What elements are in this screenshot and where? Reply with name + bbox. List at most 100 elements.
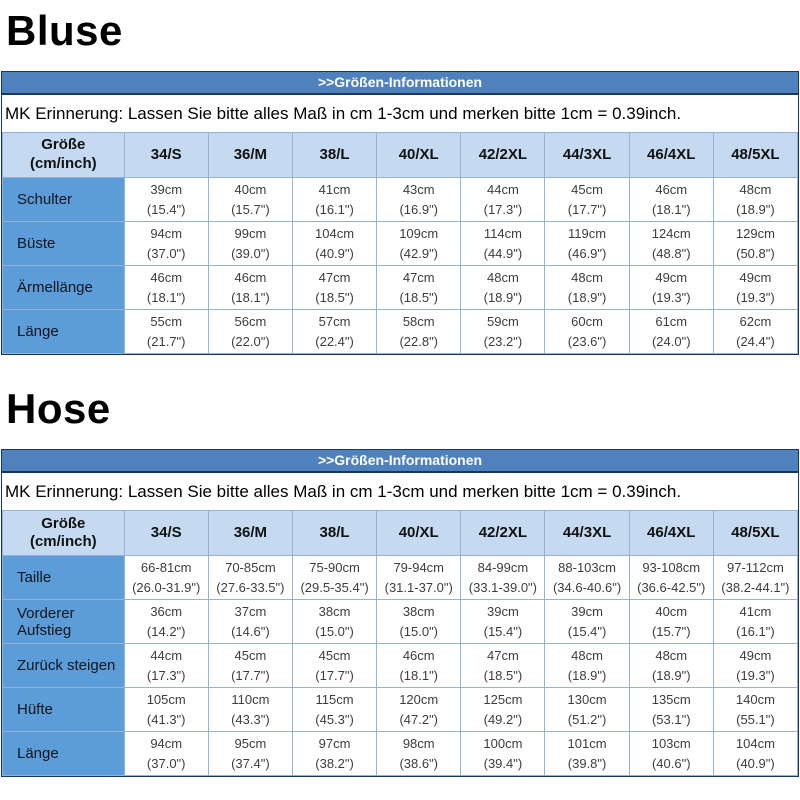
measurement-value: 104cm (40.9") bbox=[291, 221, 378, 267]
value-inch: (40.6") bbox=[651, 755, 691, 771]
measurement-value: 55cm (21.7") bbox=[123, 309, 209, 355]
size-column-header: 46/4XL bbox=[628, 132, 714, 179]
value-cm: 40cm bbox=[234, 181, 267, 197]
measurement-value: 39cm (15.4") bbox=[123, 177, 209, 223]
value-cm: 88-103cm bbox=[558, 559, 616, 575]
value-cm: 140cm bbox=[735, 691, 775, 707]
measurement-value: 40cm (15.7") bbox=[628, 599, 714, 645]
measurement-value: 39cm (15.4") bbox=[460, 599, 546, 645]
size-header-row: Größe (cm/inch) 34/S 36/M 38/L 40/XL 42/2XL 44/… bbox=[2, 132, 799, 179]
value-inch: (22.4") bbox=[315, 333, 354, 349]
value-cm: 59cm bbox=[487, 313, 519, 329]
value-inch: (17.7") bbox=[231, 667, 270, 683]
measurement-label: Vorderer Aufstieg bbox=[2, 599, 125, 645]
value-inch: (27.6-33.5") bbox=[216, 579, 285, 595]
value-inch: (15.4") bbox=[146, 201, 186, 217]
value-inch: (38.2") bbox=[315, 755, 354, 771]
value-inch: (39.0") bbox=[231, 245, 270, 261]
table-row: Ärmellänge 46cm (18.1") 46cm (18.1") 47cm (18.… bbox=[2, 265, 799, 311]
size-column-header: 40/XL bbox=[376, 510, 462, 557]
value-cm: 47cm bbox=[318, 269, 351, 285]
value-cm: 38cm bbox=[318, 603, 351, 619]
section-hose: Hose >>Größen-Informationen MK Erinnerun… bbox=[1, 385, 799, 778]
measurement-value: 48cm (18.9") bbox=[544, 265, 630, 311]
measurement-value: 47cm (18.5") bbox=[376, 265, 462, 311]
measurement-value: 75-90cm (29.5-35.4") bbox=[291, 555, 378, 601]
value-cm: 48cm bbox=[739, 181, 772, 197]
corner-header-line: Größe bbox=[41, 136, 86, 154]
value-inch: (18.1") bbox=[651, 201, 691, 217]
value-inch: (48.8") bbox=[651, 245, 691, 261]
value-inch: (14.2") bbox=[146, 623, 186, 639]
value-cm: 114cm bbox=[483, 225, 522, 241]
value-cm: 98cm bbox=[402, 735, 435, 751]
measurement-value: 45cm (17.7") bbox=[544, 177, 630, 223]
value-inch: (15.7") bbox=[231, 201, 270, 217]
size-column-header: 48/5XL bbox=[712, 510, 799, 557]
value-inch: (23.2") bbox=[483, 333, 523, 349]
measurement-value: 49cm (19.3") bbox=[628, 265, 714, 311]
value-cm: 41cm bbox=[318, 181, 351, 197]
value-cm: 47cm bbox=[487, 647, 519, 663]
value-cm: 44cm bbox=[487, 181, 519, 197]
value-cm: 120cm bbox=[399, 691, 439, 707]
value-cm: 115cm bbox=[315, 691, 354, 707]
measurement-value: 49cm (19.3") bbox=[712, 643, 799, 689]
table-row: Länge 55cm (21.7") 56cm (22.0") 57cm (22.4") 58… bbox=[2, 309, 799, 355]
measurement-value: 124cm (48.8") bbox=[628, 221, 714, 267]
value-inch: (33.1-39.0") bbox=[468, 579, 537, 595]
value-inch: (38.2-44.1") bbox=[721, 579, 790, 595]
value-inch: (15.4") bbox=[567, 623, 607, 639]
value-cm: 40cm bbox=[655, 603, 688, 619]
measurement-value: 99cm (39.0") bbox=[207, 221, 293, 267]
value-inch: (31.1-37.0") bbox=[384, 579, 453, 595]
size-column-header: 42/2XL bbox=[460, 510, 546, 557]
value-inch: (44.9") bbox=[483, 245, 523, 261]
value-cm: 60cm bbox=[571, 313, 603, 329]
value-cm: 104cm bbox=[315, 225, 355, 241]
measurement-value: 100cm (39.4") bbox=[460, 731, 546, 777]
measurement-value: 88-103cm (34.6-40.6") bbox=[544, 555, 630, 601]
value-inch: (24.0") bbox=[651, 333, 691, 349]
measurement-value: 94cm (37.0") bbox=[123, 221, 209, 267]
measurement-value: 120cm (47.2") bbox=[376, 687, 462, 733]
size-column-header: 40/XL bbox=[376, 132, 462, 179]
value-cm: 135cm bbox=[651, 691, 691, 707]
value-cm: 103cm bbox=[651, 735, 691, 751]
value-inch: (29.5-35.4") bbox=[300, 579, 369, 595]
measurement-value: 79-94cm (31.1-37.0") bbox=[376, 555, 462, 601]
value-inch: (37.4") bbox=[231, 755, 270, 771]
measurement-value: 40cm (15.7") bbox=[207, 177, 293, 223]
value-cm: 47cm bbox=[402, 269, 435, 285]
value-inch: (34.6-40.6") bbox=[552, 579, 622, 595]
measurement-value: 101cm (39.8") bbox=[544, 731, 630, 777]
measurement-label: Länge bbox=[2, 309, 125, 355]
value-inch: (19.3") bbox=[651, 289, 691, 305]
measurement-value: 48cm (18.9") bbox=[460, 265, 546, 311]
measurement-value: 66-81cm (26.0-31.9") bbox=[123, 555, 209, 601]
measurement-value: 47cm (18.5") bbox=[291, 265, 378, 311]
value-cm: 79-94cm bbox=[393, 559, 445, 575]
value-inch: (18.5") bbox=[483, 667, 523, 683]
measurement-value: 98cm (38.6") bbox=[376, 731, 462, 777]
size-table-bluse: Größe (cm/inch) 34/S 36/M 38/L 40/XL 42/2XL 44/… bbox=[2, 132, 799, 355]
measurement-value: 36cm (14.2") bbox=[123, 599, 209, 645]
value-inch: (18.9") bbox=[736, 201, 775, 217]
value-cm: 66-81cm bbox=[140, 559, 192, 575]
value-inch: (36.6-42.5") bbox=[637, 579, 706, 595]
value-cm: 99cm bbox=[234, 225, 267, 241]
value-cm: 45cm bbox=[318, 647, 351, 663]
measurement-value: 103cm (40.6") bbox=[628, 731, 714, 777]
table-banner-hose: >>Größen-Informationen bbox=[2, 450, 798, 474]
value-cm: 97cm bbox=[318, 735, 351, 751]
value-cm: 37cm bbox=[234, 603, 267, 619]
value-inch: (50.8") bbox=[736, 245, 775, 261]
value-cm: 49cm bbox=[655, 269, 688, 285]
value-inch: (15.0") bbox=[315, 623, 354, 639]
value-cm: 101cm bbox=[567, 735, 607, 751]
value-cm: 62cm bbox=[739, 313, 772, 329]
measurement-value: 115cm (45.3") bbox=[291, 687, 378, 733]
value-inch: (37.0") bbox=[146, 245, 186, 261]
value-cm: 46cm bbox=[655, 181, 688, 197]
table-row: Länge 94cm (37.0") 95cm (37.4") 97cm (38.2") 98… bbox=[2, 731, 799, 777]
